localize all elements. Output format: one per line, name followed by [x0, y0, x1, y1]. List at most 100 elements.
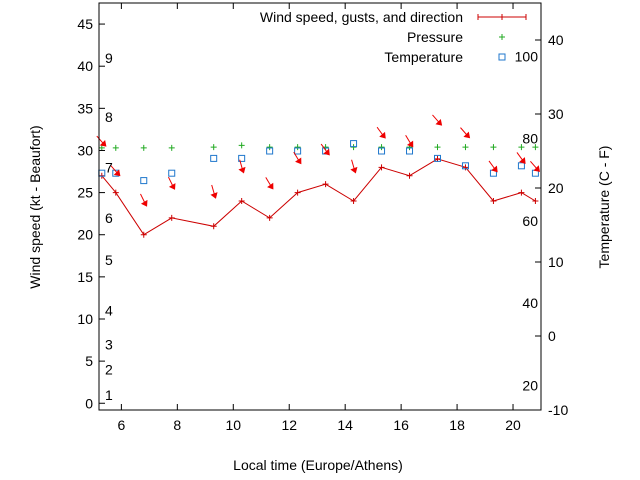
- temperature-point: [266, 147, 274, 155]
- y-tick-label: 35: [77, 100, 93, 116]
- beaufort-label: 4: [105, 303, 113, 319]
- arrow-head: [168, 183, 176, 190]
- y-tick-label: 0: [85, 395, 93, 411]
- wind-direction-arrow: [460, 127, 471, 139]
- arrow-head: [99, 140, 107, 147]
- arrow-head: [491, 165, 498, 173]
- wind-direction-arrow: [110, 165, 121, 177]
- fahrenheit-label: 100: [515, 48, 539, 64]
- temperature-point: [168, 169, 176, 177]
- pressure-point: [168, 144, 175, 151]
- pressure-point: [112, 144, 119, 151]
- plot-frame: [98, 2, 542, 411]
- wind-direction-arrow: [238, 159, 246, 174]
- pressure-point: [434, 144, 441, 151]
- beaufort-label: 7: [105, 159, 113, 175]
- pressure-point: [462, 144, 469, 151]
- y-tick-label: 20: [77, 227, 93, 243]
- pressure-point: [98, 144, 105, 151]
- beaufort-label: 1: [105, 387, 113, 403]
- arrow-head: [323, 148, 330, 156]
- fahrenheit-label: 60: [522, 213, 538, 229]
- arrow-head: [463, 131, 471, 139]
- wind-point: [140, 231, 147, 238]
- arrow-head: [140, 199, 148, 207]
- arrow-head: [533, 165, 541, 172]
- beaufort-label: 9: [105, 50, 113, 66]
- y-tick-label: 15: [77, 269, 93, 285]
- pressure-point: [294, 144, 301, 151]
- arrow-head: [210, 192, 218, 199]
- wind-point: [294, 189, 301, 196]
- legend: Wind speed, gusts, and direction Pressure…: [260, 9, 527, 65]
- y2-tick-label: 20: [548, 180, 564, 196]
- temperature-point: [461, 162, 469, 170]
- arrow-head: [113, 169, 121, 177]
- wind-direction-arrow: [265, 177, 274, 190]
- y2-tick-label: 0: [548, 328, 556, 344]
- wind-direction-arrow: [96, 135, 107, 147]
- wind-point: [266, 214, 273, 221]
- y-tick-label: 40: [77, 58, 93, 74]
- y2-tick-label: 10: [548, 254, 564, 270]
- wind-point: [462, 164, 469, 171]
- temperature-point: [406, 147, 414, 155]
- y2-tick-label: 40: [548, 32, 564, 48]
- temperature-point: [517, 162, 525, 170]
- pressure-point: [238, 142, 245, 149]
- wind-point: [168, 214, 175, 221]
- wind-point: [210, 223, 217, 230]
- wind-point: [406, 172, 413, 179]
- y2-tick-label: -10: [548, 402, 568, 418]
- wind-point: [322, 181, 329, 188]
- pressure-point: [210, 144, 217, 151]
- y-tick-label: 5: [85, 353, 93, 369]
- pressure-point: [378, 144, 385, 151]
- legend-label: Pressure: [407, 29, 463, 45]
- x-tick-label: 14: [337, 417, 353, 433]
- x-axis-title: Local time (Europe/Athens): [233, 457, 403, 473]
- x-tick-label: 12: [281, 417, 297, 433]
- wind-point: [350, 198, 357, 205]
- beaufort-label: 6: [105, 210, 113, 226]
- x-tick-label: 16: [393, 417, 409, 433]
- temperature-point: [378, 147, 386, 155]
- beaufort-label: 2: [105, 362, 113, 378]
- wind-direction-arrow: [350, 159, 358, 174]
- pressure-point: [266, 144, 273, 151]
- beaufort-label: 5: [105, 252, 113, 268]
- pressure-point: [518, 144, 525, 151]
- y-tick-label: 10: [77, 311, 93, 327]
- arrow-head: [350, 166, 358, 174]
- data-series: [96, 114, 541, 238]
- wind-speed-line: [101, 158, 536, 236]
- axes: 6 8 10 12 14 16 18 20051015202530354045-1001020…: [77, 3, 568, 433]
- x-tick-label: 20: [505, 417, 521, 433]
- wind-direction-arrow: [488, 160, 498, 173]
- arrow-head: [519, 157, 526, 164]
- arrow-head: [267, 182, 274, 190]
- legend-wind-marker: [477, 14, 527, 20]
- fahrenheit-label: 20: [522, 377, 538, 393]
- pressure-point: [532, 144, 539, 151]
- wind-direction-arrow: [140, 193, 148, 207]
- x-tick-label: 18: [449, 417, 465, 433]
- wind-direction-arrow: [293, 151, 302, 165]
- y-tick-label: 45: [77, 16, 93, 32]
- temperature-point: [238, 154, 246, 162]
- y-axis-title: Wind speed (kt - Beaufort): [27, 125, 43, 288]
- fahrenheit-label: 40: [522, 295, 538, 311]
- legend-label: Wind speed, gusts, and direction: [260, 9, 463, 25]
- fahrenheit-label: 80: [522, 131, 538, 147]
- arrow-head: [238, 166, 246, 174]
- wind-point: [490, 198, 497, 205]
- temperature-point: [433, 154, 441, 162]
- legend-label: Temperature: [384, 49, 463, 65]
- legend-pressure-marker: [499, 34, 505, 40]
- wind-direction-arrow: [320, 143, 330, 156]
- wind-direction-arrow: [210, 184, 218, 199]
- wind-point: [112, 189, 119, 196]
- wind-point: [518, 189, 525, 196]
- wind-direction-arrow: [516, 152, 526, 164]
- arrow-head: [295, 157, 302, 165]
